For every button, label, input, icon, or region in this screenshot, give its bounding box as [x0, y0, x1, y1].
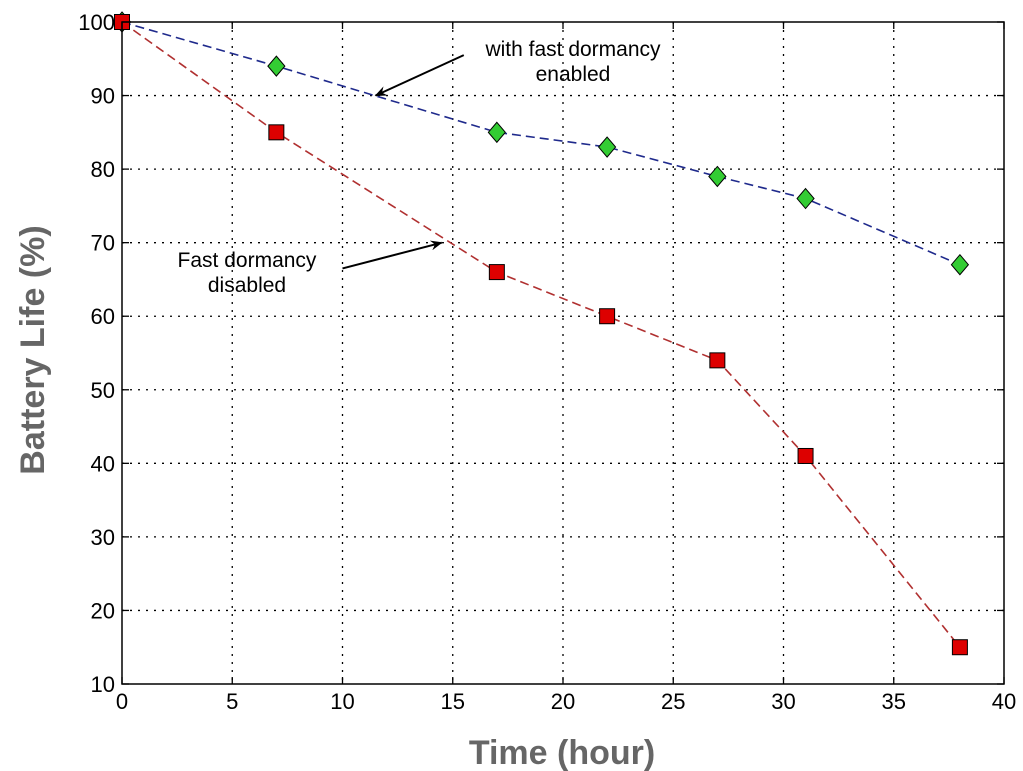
x-tick-label: 0	[116, 689, 128, 714]
y-tick-label: 100	[78, 10, 115, 35]
x-axis-label: Time (hour)	[469, 734, 655, 771]
x-tick-label: 30	[771, 689, 795, 714]
data-point-enabled	[597, 136, 617, 158]
annotation-line: Fast dormancy	[178, 249, 317, 272]
data-point-disabled	[599, 308, 616, 325]
grid-layer	[122, 22, 1004, 684]
data-point-disabled	[268, 124, 285, 141]
data-point-disabled	[488, 264, 505, 281]
annotation-arrow-disabled	[342, 240, 443, 270]
y-tick-label: 60	[91, 304, 115, 329]
frame-layer	[121, 21, 1005, 685]
y-tick-label: 90	[91, 84, 115, 109]
plot-frame	[121, 21, 1005, 685]
x-tick-label: 10	[330, 689, 354, 714]
series-layer	[112, 11, 970, 656]
series-line-disabled	[121, 21, 961, 648]
annotation-line: enabled	[536, 63, 611, 86]
data-point-disabled	[797, 447, 814, 464]
data-point-enabled	[950, 253, 970, 276]
annotation-text-disabled: Fast dormancy disabled	[178, 249, 317, 297]
data-point-enabled	[487, 121, 507, 144]
annotation-line: with fast dormancy	[484, 38, 661, 61]
data-point-enabled	[267, 55, 286, 77]
y-tick-label: 80	[91, 157, 115, 182]
y-tick-label: 50	[91, 378, 115, 403]
y-tick-label: 10	[91, 672, 115, 697]
y-tick-label: 70	[91, 231, 115, 256]
annotation-layer: with fast dormancy enabled Fast dormancy di…	[178, 38, 661, 297]
y-tick-label: 40	[91, 451, 115, 476]
x-tick-label: 40	[992, 689, 1016, 714]
x-tick-label: 25	[661, 689, 685, 714]
data-point-disabled	[951, 639, 968, 656]
x-tick-label: 5	[226, 689, 238, 714]
x-tick-label: 15	[441, 689, 465, 714]
data-point-enabled	[796, 187, 815, 210]
data-point-enabled	[708, 165, 727, 188]
y-tick-label: 20	[91, 598, 115, 623]
annotation-text-enabled: with fast dormancy enabled	[484, 38, 661, 86]
annotation-arrow-enabled	[374, 54, 465, 97]
annotation-line: disabled	[208, 274, 286, 297]
tick-layer: 0 5 10 15 20 25 30 35 40 10 20 30 40 50 60 70 80 90 100	[78, 10, 1016, 714]
y-tick-label: 30	[91, 525, 115, 550]
data-point-disabled	[709, 352, 726, 369]
x-tick-label: 20	[551, 689, 575, 714]
x-tick-label: 35	[882, 689, 906, 714]
y-axis-label: Battery Life (%)	[14, 225, 52, 474]
